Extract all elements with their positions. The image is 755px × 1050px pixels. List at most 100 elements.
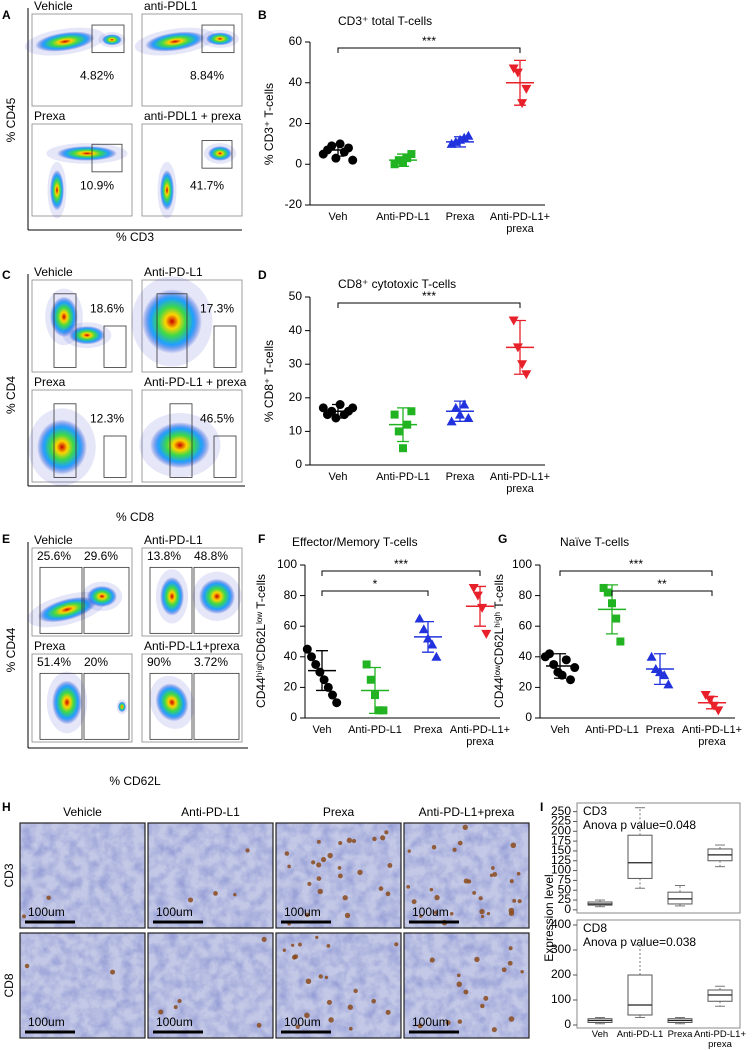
stained-cell bbox=[491, 1027, 497, 1033]
y-tick-label: 40 bbox=[289, 75, 303, 89]
density-blob bbox=[145, 31, 205, 52]
significance-bracket bbox=[559, 570, 713, 576]
density-blob bbox=[208, 146, 232, 161]
panel-label: E bbox=[2, 532, 10, 546]
stained-cell bbox=[351, 838, 357, 844]
stained-cell bbox=[516, 871, 521, 876]
stained-cell bbox=[472, 890, 477, 895]
data-point bbox=[403, 154, 412, 163]
stained-cell bbox=[417, 1023, 423, 1029]
stained-cell bbox=[311, 860, 316, 865]
density-blob bbox=[150, 422, 210, 469]
stained-cell bbox=[158, 1009, 164, 1015]
x-tick-label: Veh bbox=[328, 471, 348, 483]
density-blob bbox=[69, 326, 105, 345]
stained-cell bbox=[445, 1020, 451, 1026]
error-bar bbox=[332, 403, 344, 419]
flow-plot bbox=[141, 123, 243, 217]
flow-plot-title: Anti-PD-L1 + prexa bbox=[144, 375, 247, 389]
stained-cell bbox=[479, 908, 485, 915]
stained-cell bbox=[324, 975, 329, 980]
x-tick-label-box: Anti-PD-L1 bbox=[376, 211, 430, 223]
y-tick-label: 20 bbox=[289, 390, 303, 404]
density-blob bbox=[199, 578, 235, 615]
stained-cell bbox=[337, 873, 343, 879]
y-tick-label: 60 bbox=[289, 34, 303, 48]
flow-x-label: % CD3 bbox=[116, 230, 154, 244]
stained-cell bbox=[489, 873, 494, 877]
stained-cell bbox=[457, 840, 463, 846]
y-tick-label: 200 bbox=[551, 823, 571, 837]
density-blob bbox=[160, 170, 174, 211]
x-tick-label: Anti-PD-L1+ prexa bbox=[449, 724, 511, 748]
density-blob bbox=[37, 596, 97, 623]
density-blob bbox=[52, 680, 82, 725]
gate bbox=[39, 672, 83, 740]
stained-cell bbox=[457, 1019, 463, 1024]
gate-percent: 25.6% bbox=[37, 549, 71, 563]
x-tick-label: Anti-PD-L1 bbox=[616, 1030, 664, 1040]
y-tick-label: 20 bbox=[284, 680, 298, 694]
stained-cell bbox=[508, 907, 515, 914]
data-point bbox=[307, 652, 316, 662]
x-tick-label-box: Veh bbox=[551, 724, 570, 736]
x-tick-label-box: Veh bbox=[329, 211, 348, 223]
y-tick-label: 60 bbox=[284, 618, 298, 632]
significance-bracket bbox=[321, 570, 481, 576]
tissue-texture bbox=[148, 933, 273, 1038]
panel-label: B bbox=[258, 8, 267, 22]
y-tick-label: 75 bbox=[558, 873, 572, 887]
density-blob bbox=[87, 585, 117, 607]
flow-plot bbox=[31, 123, 133, 217]
y-tick-label: 25 bbox=[558, 892, 572, 906]
error-bar bbox=[554, 653, 566, 679]
data-point bbox=[463, 130, 474, 140]
x-tick-label-box: Prexa bbox=[668, 1030, 693, 1040]
data-point bbox=[394, 427, 403, 436]
flow-y-label: % CD45 bbox=[4, 97, 18, 142]
flow-plot-title: Vehicle bbox=[34, 0, 73, 13]
data-point bbox=[521, 84, 532, 94]
error-bar bbox=[332, 143, 344, 157]
scale-bar-label: 100um bbox=[28, 905, 65, 919]
stained-cell bbox=[510, 842, 517, 849]
stained-cell bbox=[46, 895, 51, 900]
x-tick-label-box: Prexa bbox=[414, 724, 443, 736]
gate-percent: 29.6% bbox=[84, 549, 118, 563]
chart-title: Naïve T-cells bbox=[560, 535, 629, 549]
stained-cell bbox=[385, 1009, 391, 1015]
stained-cell bbox=[307, 881, 312, 886]
gate-percent: 48.8% bbox=[194, 549, 228, 563]
data-point bbox=[414, 613, 425, 623]
density-blob bbox=[206, 32, 234, 46]
stained-cell bbox=[387, 863, 393, 868]
image-border bbox=[275, 822, 402, 929]
error-bar bbox=[369, 666, 381, 715]
x-tick-label: Anti-PD-L1 bbox=[376, 211, 430, 223]
gate-percent: 51.4% bbox=[37, 655, 71, 669]
panel-label: H bbox=[2, 800, 11, 814]
chart-subtitle: Anova p value=0.038 bbox=[583, 935, 696, 949]
image-border bbox=[19, 822, 146, 929]
y-tick-label: 125 bbox=[551, 853, 571, 867]
y-tick-label: 30 bbox=[289, 356, 303, 370]
stained-cell bbox=[342, 895, 348, 901]
stained-cell bbox=[305, 978, 312, 985]
image-border bbox=[403, 822, 530, 929]
chart-title: CD8 bbox=[583, 921, 607, 935]
stained-cell bbox=[371, 998, 376, 1004]
gate bbox=[53, 293, 77, 368]
chart-title: CD3⁺ total T-cells bbox=[338, 14, 432, 28]
x-tick-label-box: Anti-PD-L1 bbox=[616, 1030, 664, 1040]
significance-bracket bbox=[321, 590, 429, 596]
data-point bbox=[348, 155, 358, 165]
scale-bar-label: 100um bbox=[156, 1015, 193, 1029]
stained-cell bbox=[452, 847, 457, 852]
density-blob bbox=[50, 170, 64, 211]
gate-percent: 13.8% bbox=[147, 549, 181, 563]
stained-cell bbox=[433, 910, 438, 915]
x-tick-label-box: Anti-PD-L1+ prexa bbox=[682, 724, 742, 748]
chart-title: CD3 bbox=[583, 804, 607, 818]
error-bar bbox=[316, 650, 328, 692]
gate bbox=[169, 403, 193, 478]
